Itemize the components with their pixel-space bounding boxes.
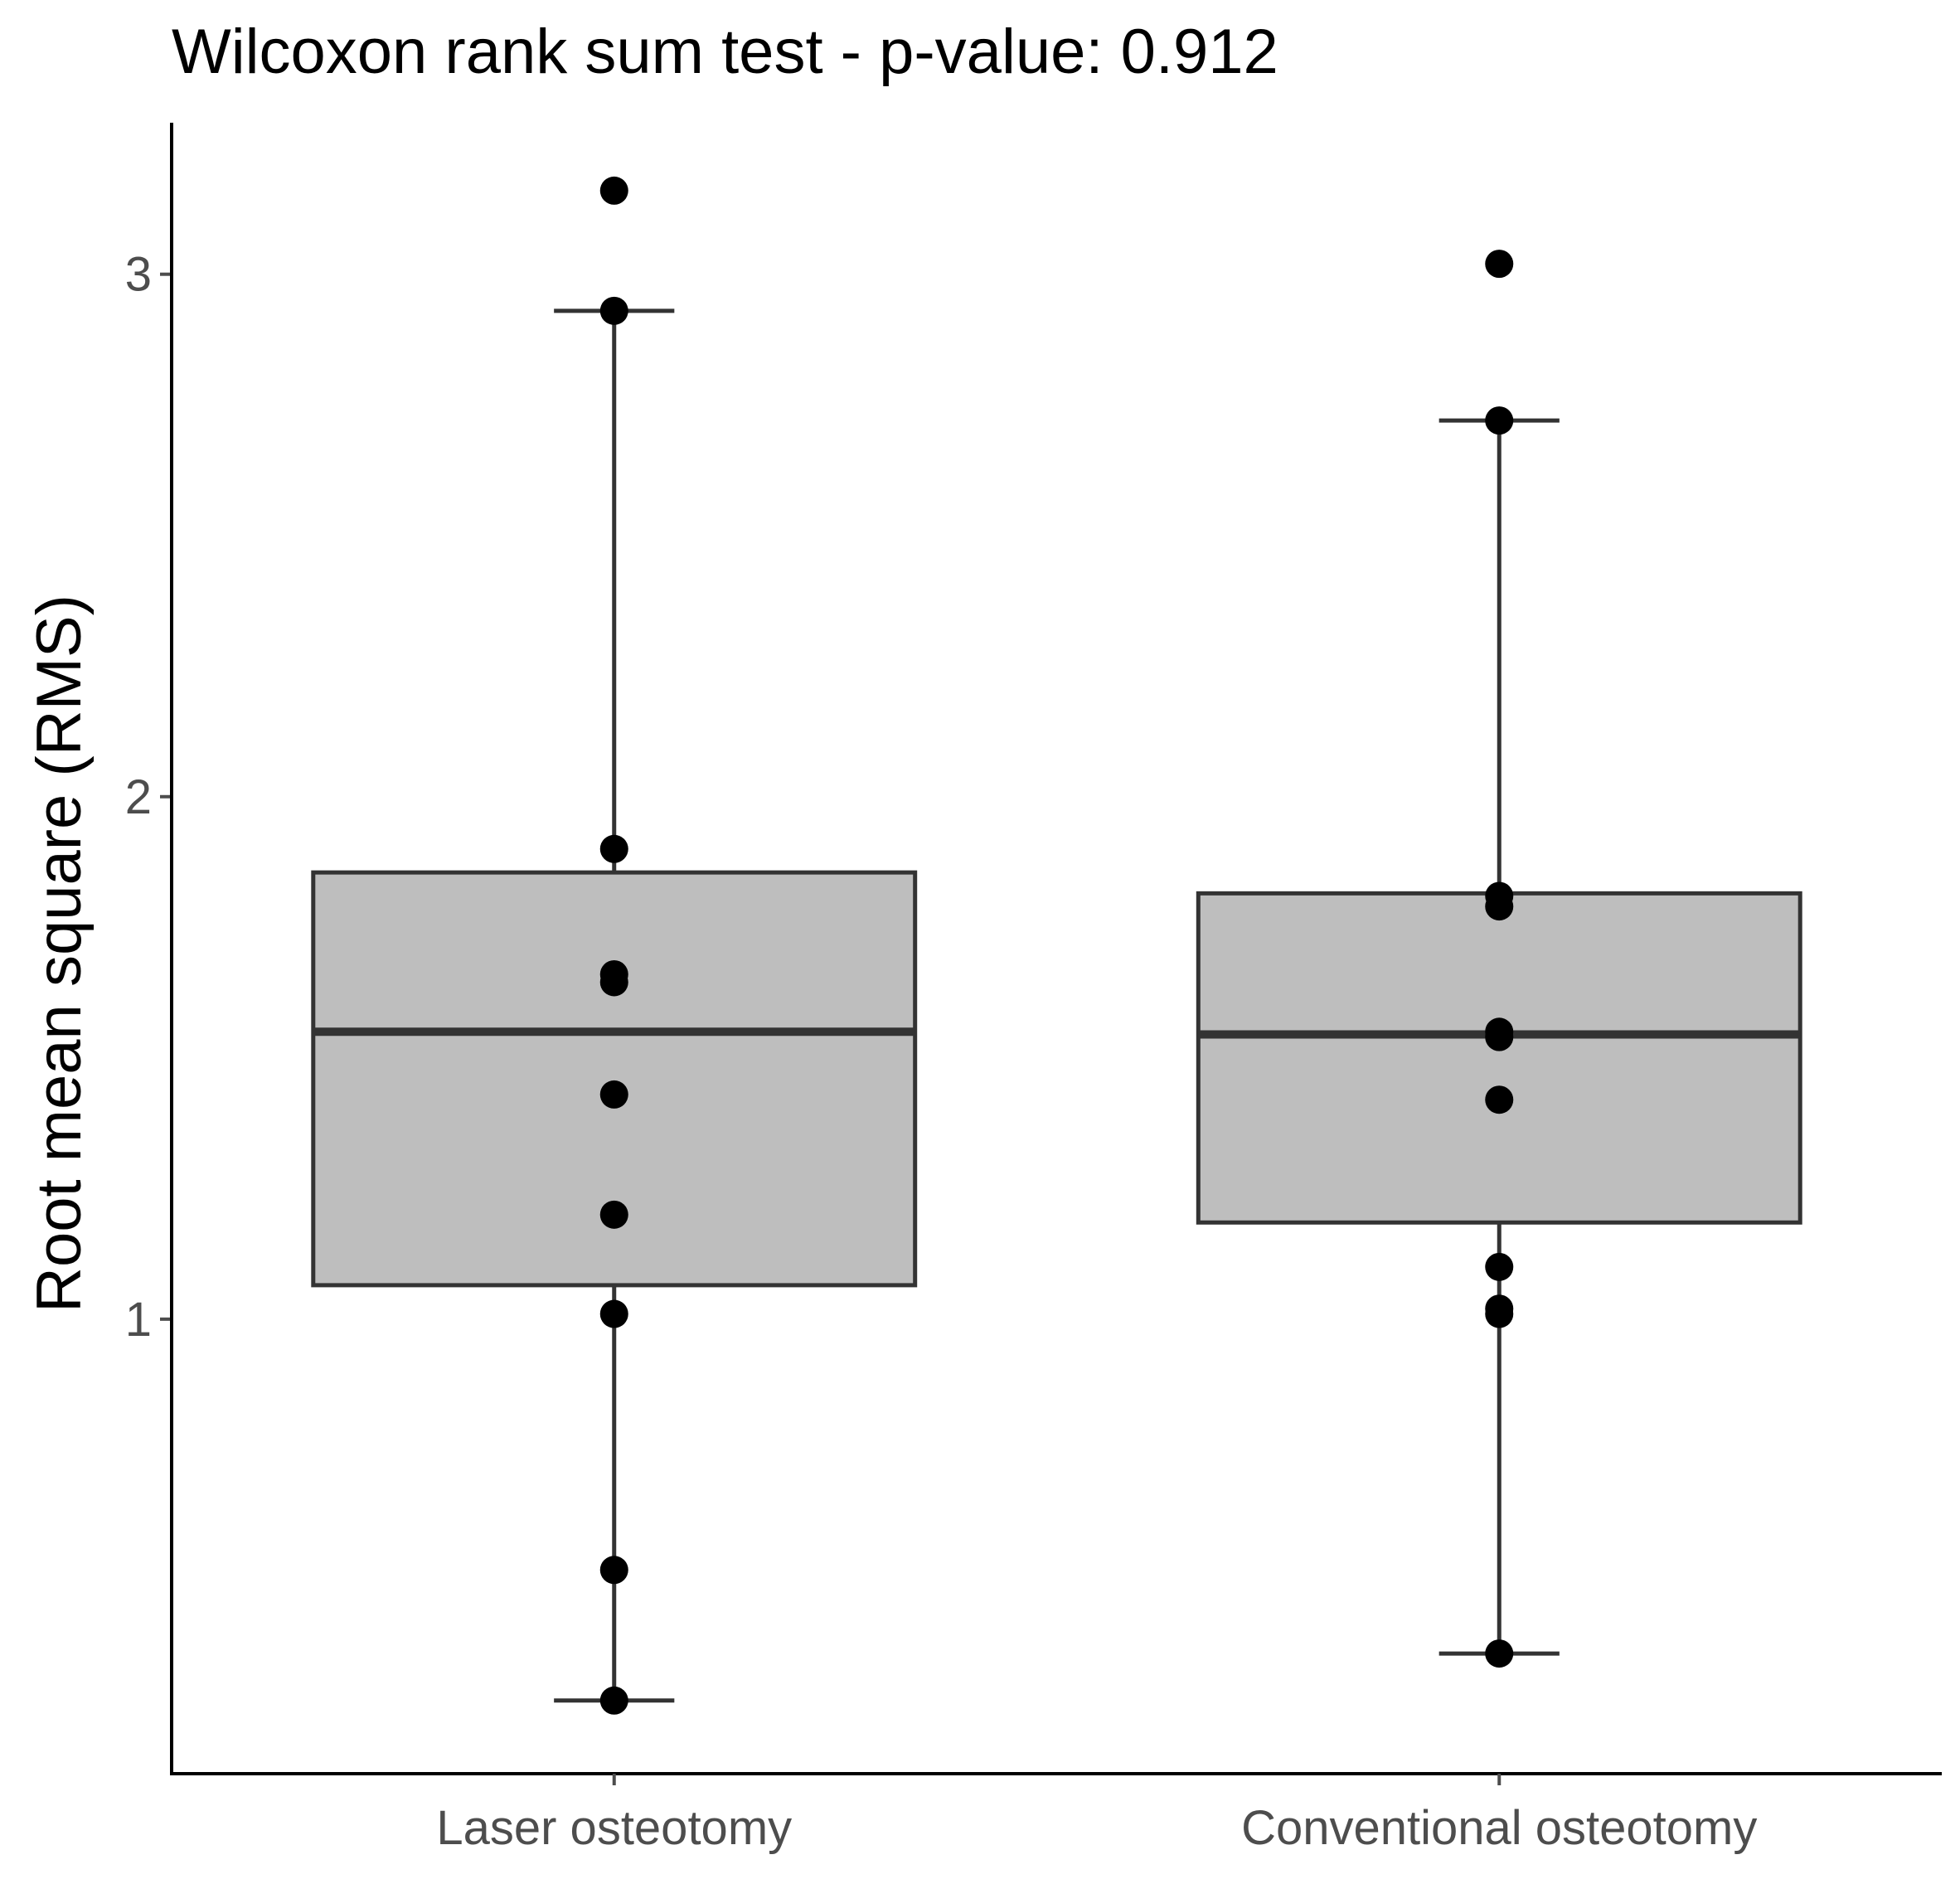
data-point [1485,1252,1514,1281]
data-point [1485,1022,1514,1051]
data-point [1485,1639,1514,1668]
box-iqr [1196,891,1802,1225]
data-point [599,1556,628,1585]
data-point [599,834,628,863]
plot-area: 1 2 3 Laser osteotomy Conventional osteotomy [125,123,1942,1855]
data-point [1485,250,1514,279]
y-tick-label: 1 [125,1293,152,1347]
data-point [599,1686,628,1715]
data-point [1485,406,1514,435]
chart-title: Wilcoxon rank sum test - p-value: 0.912 [172,17,1278,87]
y-tick-label: 2 [125,770,152,824]
y-axis-label: Root mean square (RMS) [24,595,95,1313]
data-point [1485,1299,1514,1328]
x-tick-label: Conventional osteotomy [1241,1801,1757,1855]
data-point [599,296,628,325]
data-point [1485,892,1514,921]
data-point [599,1299,628,1328]
x-tick-label: Laser osteotomy [436,1801,792,1855]
data-point [599,968,628,997]
data-point [599,1200,628,1229]
y-tick-label: 3 [125,248,152,302]
data-point [599,1080,628,1109]
data-point [599,176,628,205]
data-point [1485,1085,1514,1114]
